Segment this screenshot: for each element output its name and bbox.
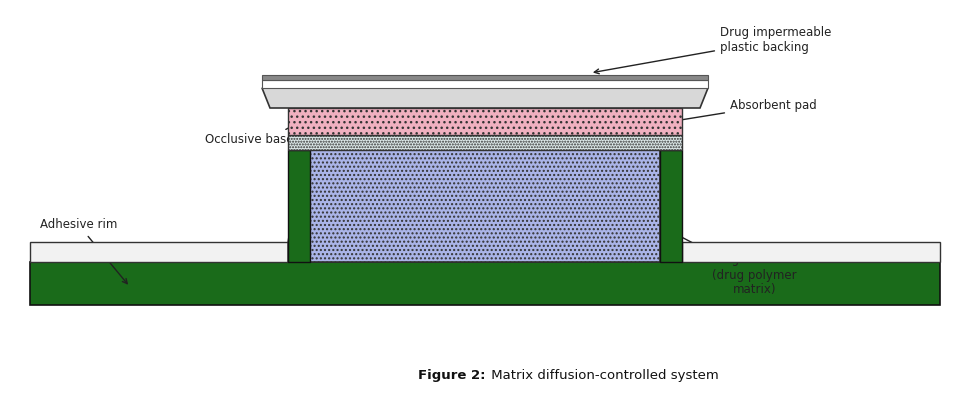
Bar <box>30 242 288 262</box>
Polygon shape <box>288 103 310 262</box>
Bar <box>262 80 708 88</box>
Text: Figure 2:: Figure 2: <box>418 368 485 381</box>
Bar <box>682 242 940 262</box>
Bar <box>288 108 682 135</box>
Text: Occlusive base plate: Occlusive base plate <box>205 86 366 147</box>
Bar <box>30 262 940 305</box>
Bar <box>288 150 310 262</box>
Polygon shape <box>262 88 708 108</box>
Text: Matrix diffusion-controlled system: Matrix diffusion-controlled system <box>487 368 719 381</box>
Polygon shape <box>660 103 682 262</box>
Text: Drug impermeable
plastic backing: Drug impermeable plastic backing <box>594 26 831 74</box>
Bar <box>288 135 682 150</box>
Text: Absorbent pad: Absorbent pad <box>672 99 817 123</box>
Text: Drug Reservoir
(drug polymer
matrix): Drug Reservoir (drug polymer matrix) <box>623 207 798 297</box>
Bar <box>262 75 708 80</box>
Bar <box>660 150 682 262</box>
Text: Adhesive rim: Adhesive rim <box>40 218 127 284</box>
Bar <box>310 150 660 262</box>
